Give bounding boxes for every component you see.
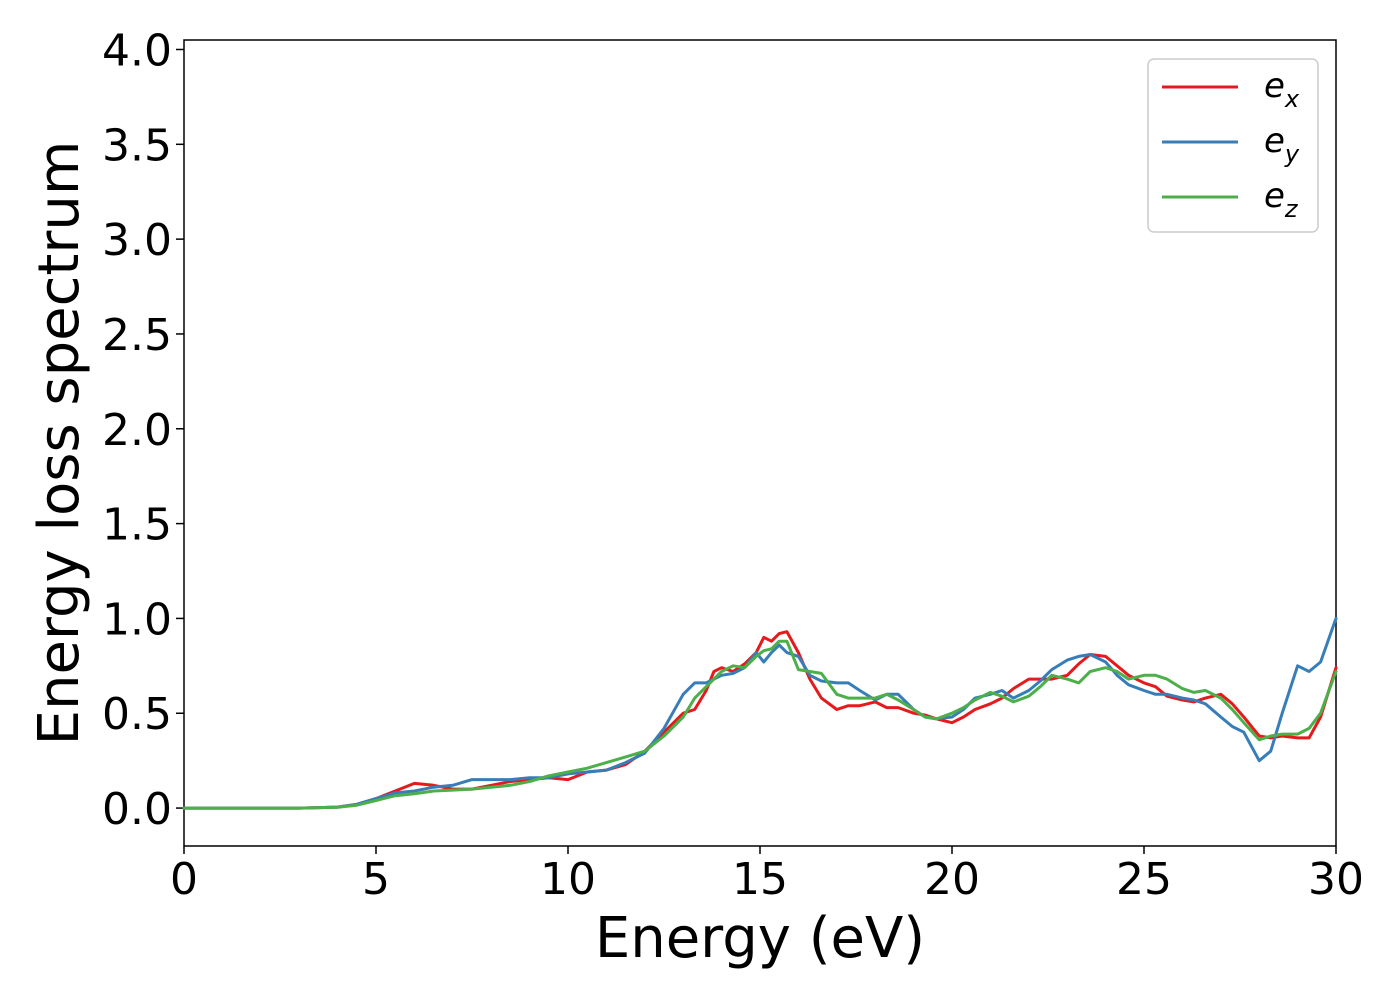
- x-tick-label: 0: [170, 854, 198, 905]
- series-line-e-y: [182, 616, 1338, 810]
- y-tick-label: 2.5: [102, 310, 172, 361]
- y-axis-ticks: 0.0 0.5 1.0 1.5 2.0 2.5 3.0 3.5 4.0: [102, 25, 184, 835]
- x-axis-ticks: 0 5 10 15 20 25 30: [170, 846, 1364, 905]
- x-tick-label: 20: [924, 854, 980, 905]
- x-tick-label: 5: [362, 854, 390, 905]
- x-tick-label: 10: [540, 854, 596, 905]
- x-tick-label: 25: [1116, 854, 1172, 905]
- series-line-e-z: [182, 639, 1338, 810]
- y-tick-label: 2.0: [102, 405, 172, 456]
- y-tick-label: 1.0: [102, 594, 172, 645]
- y-tick-label: 3.0: [102, 215, 172, 266]
- legend-box: [1147, 58, 1319, 233]
- y-tick-label: 1.5: [102, 500, 172, 551]
- y-tick-label: 4.0: [102, 25, 172, 76]
- legend-label-e-x: ex: [1264, 66, 1300, 113]
- legend-label-e-y: ey: [1264, 121, 1300, 168]
- y-tick-label: 3.5: [102, 120, 172, 171]
- y-axis-title: Energy loss spectrum: [27, 141, 92, 746]
- y-tick-label: 0.5: [102, 689, 172, 740]
- x-tick-label: 15: [732, 854, 788, 905]
- legend-label-e-z: ez: [1264, 176, 1299, 223]
- x-tick-label: 30: [1308, 854, 1364, 905]
- legend: ex ey ez: [1147, 58, 1319, 233]
- x-axis-title: Energy (eV): [595, 906, 925, 971]
- series-lines: [182, 616, 1338, 810]
- y-tick-label: 0.0: [102, 784, 172, 835]
